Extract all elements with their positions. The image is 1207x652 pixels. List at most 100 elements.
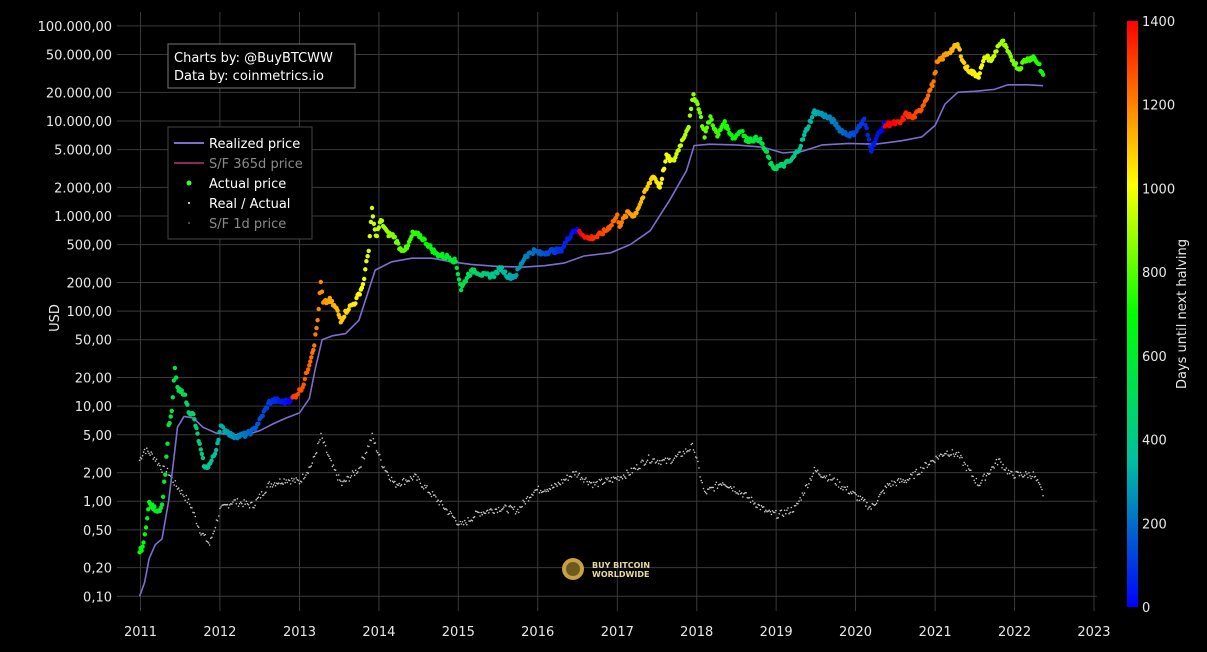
actual-price-point: [216, 437, 221, 443]
real-actual-point: [176, 488, 179, 490]
real-actual-point: [197, 526, 200, 528]
real-actual-point: [343, 479, 345, 482]
real-actual-point: [672, 459, 675, 461]
y-tick-label: 50,00: [75, 334, 112, 349]
real-actual-point: [607, 477, 609, 479]
actual-price-point: [499, 265, 505, 270]
real-actual-point: [815, 470, 818, 473]
real-actual-point: [724, 484, 726, 486]
x-tick-label: 2015: [442, 625, 475, 640]
real-actual-point: [1020, 474, 1023, 476]
legend-item-actual-price[interactable]: Actual price: [186, 177, 287, 192]
real-actual-point: [208, 544, 211, 546]
real-actual-point: [762, 506, 765, 508]
real-actual-point: [819, 474, 821, 476]
legend-item-real-actual[interactable]: Real / Actual: [188, 197, 290, 212]
legend-item-sf-1d-price[interactable]: S/F 1d price: [188, 217, 286, 232]
real-actual-point: [721, 484, 723, 487]
svg-text:BUY BITCOIN: BUY BITCOIN: [592, 561, 650, 570]
actual-price-point: [709, 117, 714, 122]
actual-price-point: [1040, 72, 1046, 77]
actual-price-point: [981, 58, 986, 64]
real-actual-point: [543, 490, 545, 493]
real-actual-point: [986, 472, 989, 475]
real-actual-point: [539, 489, 542, 492]
real-actual-point: [574, 474, 576, 476]
real-actual-point: [616, 478, 618, 480]
real-actual-point: [854, 492, 856, 494]
real-actual-point: [800, 499, 802, 501]
real-actual-point: [379, 453, 381, 456]
real-actual-point: [566, 474, 568, 477]
legend-item-sf-365d-price[interactable]: S/F 365d price: [174, 157, 303, 172]
actual-price-point: [965, 64, 970, 69]
real-actual-point: [438, 504, 441, 506]
actual-price-point: [364, 259, 369, 264]
colorbar-title: Days until next halving: [1175, 239, 1190, 389]
actual-price-point: [683, 132, 688, 137]
real-actual-point: [981, 479, 983, 482]
real-actual-point: [196, 525, 199, 527]
actual-price-point: [802, 132, 807, 138]
real-actual-point: [1036, 479, 1039, 481]
actual-price-point: [1001, 38, 1006, 43]
real-actual-point: [938, 455, 941, 457]
actual-price-point: [143, 525, 149, 530]
real-actual-point: [887, 484, 890, 486]
buy-bitcoin-worldwide-logo: BUY BITCOIN WORLDWIDE: [562, 558, 650, 580]
actual-price-point: [191, 411, 196, 417]
actual-price-point: [704, 125, 710, 130]
real-actual-point: [841, 485, 843, 488]
real-actual-point: [458, 523, 460, 526]
real-actual-point: [507, 512, 510, 514]
real-actual-point: [1001, 467, 1003, 469]
actual-price-point: [171, 378, 176, 383]
real-actual-point: [733, 486, 735, 488]
y-tick-label: 0,10: [83, 590, 112, 605]
actual-price-point: [306, 367, 311, 372]
actual-price-point: [142, 532, 147, 537]
legend-item-realized-price[interactable]: Realized price: [174, 137, 300, 152]
real-actual-point: [785, 512, 787, 515]
real-actual-point: [814, 469, 817, 472]
real-actual-point: [954, 453, 957, 456]
real-actual-point: [871, 502, 874, 505]
real-actual-point: [522, 499, 524, 502]
real-actual-point: [952, 453, 955, 455]
y-tick-label: 100,00: [67, 305, 113, 320]
real-actual-point: [402, 477, 405, 480]
real-actual-point: [934, 461, 936, 464]
real-actual-point: [743, 492, 745, 495]
real-actual-point: [737, 493, 740, 495]
real-actual-point: [559, 483, 562, 486]
real-actual-point: [153, 456, 156, 459]
real-actual-point: [686, 451, 688, 453]
real-actual-point: [696, 457, 698, 459]
actual-price-point: [313, 332, 318, 337]
real-actual-point: [831, 479, 833, 481]
real-actual-point: [961, 456, 963, 459]
real-actual-point: [515, 510, 518, 513]
real-actual-point: [427, 491, 429, 494]
real-actual-point: [619, 476, 621, 478]
real-actual-point: [911, 474, 913, 476]
colorbar-tick-label: 400: [1142, 434, 1167, 449]
real-actual-point: [709, 486, 711, 489]
real-actual-point: [411, 479, 414, 481]
actual-price-point: [346, 307, 351, 312]
actual-price-point: [248, 432, 253, 437]
real-actual-point: [555, 483, 557, 486]
real-actual-point: [576, 476, 578, 478]
real-actual-point: [350, 475, 353, 477]
real-actual-point: [246, 502, 249, 505]
actual-price-point: [405, 243, 411, 248]
real-actual-point: [894, 481, 897, 484]
real-actual-point: [387, 474, 390, 477]
actual-price-point: [360, 282, 366, 287]
actual-price-point: [1010, 58, 1016, 63]
real-actual-point: [204, 533, 207, 536]
real-actual-point: [591, 486, 594, 489]
real-actual-point: [642, 460, 644, 462]
real-actual-point: [155, 458, 158, 461]
actual-price-point: [264, 406, 270, 411]
